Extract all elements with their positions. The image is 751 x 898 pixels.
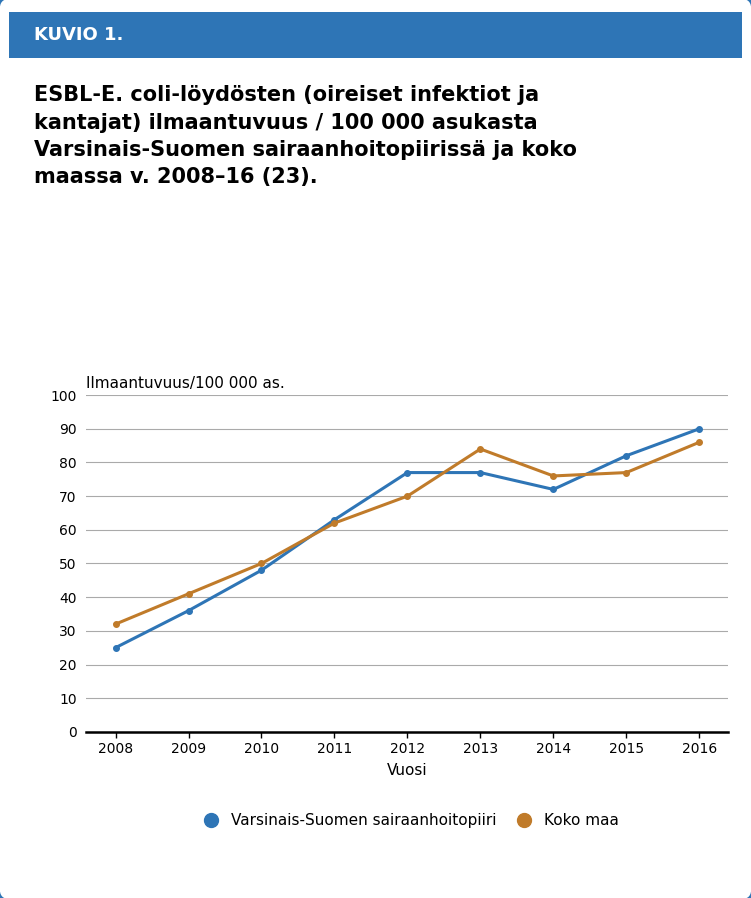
Legend: Varsinais-Suomen sairaanhoitopiiri, Koko maa: Varsinais-Suomen sairaanhoitopiiri, Koko… — [190, 807, 625, 834]
Text: KUVIO 1.: KUVIO 1. — [34, 26, 123, 44]
Text: ESBL-E. coli-löydösten (oireiset infektiot ja
kantajat) ilmaantuvuus / 100 000 a: ESBL-E. coli-löydösten (oireiset infekti… — [34, 85, 577, 187]
Text: Ilmaantuvuus/100 000 as.: Ilmaantuvuus/100 000 as. — [86, 375, 285, 391]
X-axis label: Vuosi: Vuosi — [387, 763, 428, 779]
